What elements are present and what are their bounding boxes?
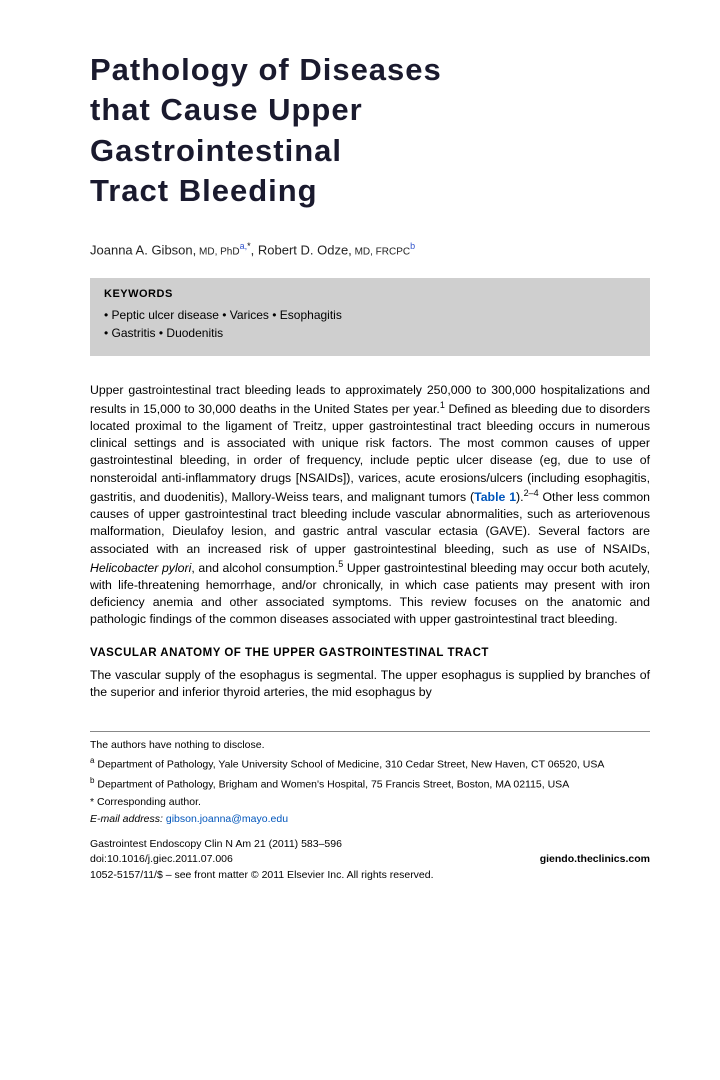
doi-label: doi:	[90, 853, 107, 865]
title-line-3: Gastrointestinal	[90, 133, 342, 168]
authors-line: Joanna A. Gibson, MD, PhDa,*, Robert D. …	[90, 241, 650, 257]
table-1-link[interactable]: Table 1	[474, 490, 516, 504]
h-pylori-italic: Helicobacter pylori	[90, 561, 191, 575]
author-2-name: Robert D. Odze,	[258, 243, 352, 258]
p1-text-3: ).	[516, 490, 524, 504]
intro-paragraph: Upper gastrointestinal tract bleeding le…	[90, 382, 650, 629]
author-1-credentials: MD, PhD	[196, 247, 239, 258]
publication-info: Gastrointest Endoscopy Clin N Am 21 (201…	[90, 837, 650, 883]
vascular-paragraph: The vascular supply of the esophagus is …	[90, 667, 650, 701]
keywords-box: KEYWORDS • Peptic ulcer disease • Varice…	[90, 278, 650, 356]
doi-block: doi:10.1016/j.giec.2011.07.006	[90, 852, 233, 867]
author-2-credentials: MD, FRCPC	[352, 247, 410, 258]
section-heading-vascular: VASCULAR ANATOMY OF THE UPPER GASTROINTE…	[90, 647, 650, 659]
journal-site-link[interactable]: giendo.theclinics.com	[540, 852, 650, 867]
email-label: E-mail address:	[90, 813, 163, 825]
title-line-2: that Cause Upper	[90, 92, 363, 127]
corresponding-author-note: * Corresponding author.	[90, 795, 650, 810]
title-line-1: Pathology of Diseases	[90, 52, 442, 87]
p1-text-2: Defined as bleeding due to disorders loc…	[90, 402, 650, 504]
author-2-affil-sup: b	[410, 241, 415, 251]
footnotes-block: The authors have nothing to disclose. a …	[90, 731, 650, 827]
email-address-link[interactable]: gibson.joanna@mayo.edu	[163, 813, 288, 825]
author-1-name: Joanna A. Gibson,	[90, 243, 196, 258]
keywords-heading: KEYWORDS	[104, 288, 636, 300]
author-separator: ,	[251, 243, 258, 258]
copyright-line: 1052-5157/11/$ – see front matter © 2011…	[90, 868, 650, 883]
doi-link[interactable]: 10.1016/j.giec.2011.07.006	[107, 853, 233, 865]
author-1-affil-sup: a,	[240, 241, 248, 251]
article-title: Pathology of Diseases that Cause Upper G…	[90, 50, 650, 211]
keywords-line-1: • Peptic ulcer disease • Varices • Esoph…	[104, 306, 636, 324]
disclosure-note: The authors have nothing to disclose.	[90, 738, 650, 753]
citation-2-4[interactable]: 2–4	[524, 488, 539, 498]
doi-site-row: doi:10.1016/j.giec.2011.07.006 giendo.th…	[90, 852, 650, 867]
affiliation-b: b Department of Pathology, Brigham and W…	[90, 775, 650, 793]
keywords-line-2: • Gastritis • Duodenitis	[104, 324, 636, 342]
affil-b-text: Department of Pathology, Brigham and Wom…	[94, 778, 569, 790]
affil-a-text: Department of Pathology, Yale University…	[94, 759, 604, 771]
keywords-list: • Peptic ulcer disease • Varices • Esoph…	[104, 306, 636, 342]
title-line-4: Tract Bleeding	[90, 173, 318, 208]
email-line: E-mail address: gibson.joanna@mayo.edu	[90, 812, 650, 827]
affiliation-a: a Department of Pathology, Yale Universi…	[90, 755, 650, 773]
p1-text-5: , and alcohol consumption.	[191, 561, 338, 575]
journal-citation: Gastrointest Endoscopy Clin N Am 21 (201…	[90, 837, 650, 852]
